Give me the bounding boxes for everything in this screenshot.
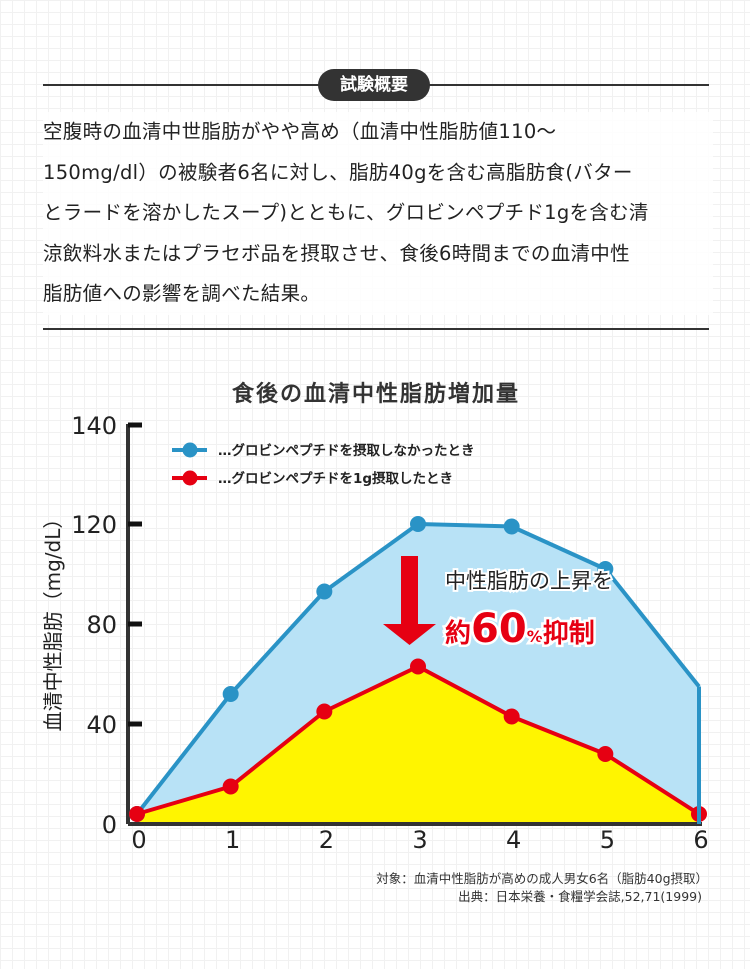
annotation-line1: 中性脂肪の上昇を <box>445 569 613 593</box>
annotation-prefix: 約 <box>445 618 471 649</box>
description-line: 150mg/dl）の被験者6名に対し、脂肪40gを含む高脂肪食(バター <box>43 160 633 184</box>
annotation-number: 60 <box>471 606 527 652</box>
data-point <box>410 516 426 532</box>
x-tick-label: 2 <box>319 826 334 854</box>
series-area-1 <box>137 666 699 824</box>
legend-label: …グロビンペプチドを摂取しなかったとき <box>218 442 475 459</box>
chart-title: 食後の血清中性脂肪増加量 <box>232 381 520 407</box>
y-tick-label: 120 <box>71 511 117 539</box>
x-tick-label: 4 <box>506 826 521 854</box>
data-point <box>129 806 145 822</box>
x-tick-label: 6 <box>693 826 708 854</box>
data-point <box>222 778 239 795</box>
description: 空腹時の血清中世脂肪がやや高め（血清中性脂肪値110〜 150mg/dl）の被験… <box>43 112 713 315</box>
x-tick-label: 3 <box>412 826 427 854</box>
y-tick-label: 140 <box>71 412 117 440</box>
data-point <box>503 708 520 725</box>
annotation-line2: 約60%抑制 <box>445 606 595 652</box>
data-point <box>222 686 239 702</box>
data-point <box>316 703 333 720</box>
bottom-rule <box>43 328 709 330</box>
y-tick-label: 80 <box>86 611 117 639</box>
x-tick-label: 0 <box>131 826 146 854</box>
description-line: 空腹時の血清中世脂肪がやや高め（血清中性脂肪値110〜 <box>43 120 557 143</box>
note-subjects: 対象：血清中性脂肪が高めの成人男女6名（脂肪40g摂取） <box>376 871 708 886</box>
data-point <box>503 518 520 535</box>
x-tick-label: 1 <box>225 826 240 854</box>
x-tick-label: 5 <box>600 826 615 854</box>
legend-swatch-dot <box>182 470 198 486</box>
note-source: 出典：日本栄養・食糧学会誌,52,71(1999) <box>458 889 702 904</box>
legend-label: …グロビンペプチドを1g摂取したとき <box>218 470 453 487</box>
annotation-suffix: 抑制 <box>543 619 595 649</box>
y-tick-label: 40 <box>86 711 117 739</box>
data-point <box>410 658 426 675</box>
data-point <box>597 561 614 577</box>
description-line: 脂肪値への影響を調べた結果。 <box>43 282 321 305</box>
section-badge: 試験概要 <box>318 69 430 101</box>
y-tick-label: 0 <box>102 811 117 839</box>
down-arrow-icon <box>383 556 436 645</box>
legend-swatch-dot <box>182 442 198 458</box>
description-line: とラードを溶かしたスープ)とともに、グロビンペプチド1gを含む清 <box>43 201 649 224</box>
annotation-unit: % <box>527 627 543 646</box>
y-axis-label: 血清中性脂肪（mg/dL） <box>41 509 65 732</box>
data-point <box>316 583 333 600</box>
data-point <box>597 746 614 762</box>
description-line: 涼飲料水またはプラセボ品を摂取させ、食後6時間までの血清中性 <box>43 241 630 265</box>
